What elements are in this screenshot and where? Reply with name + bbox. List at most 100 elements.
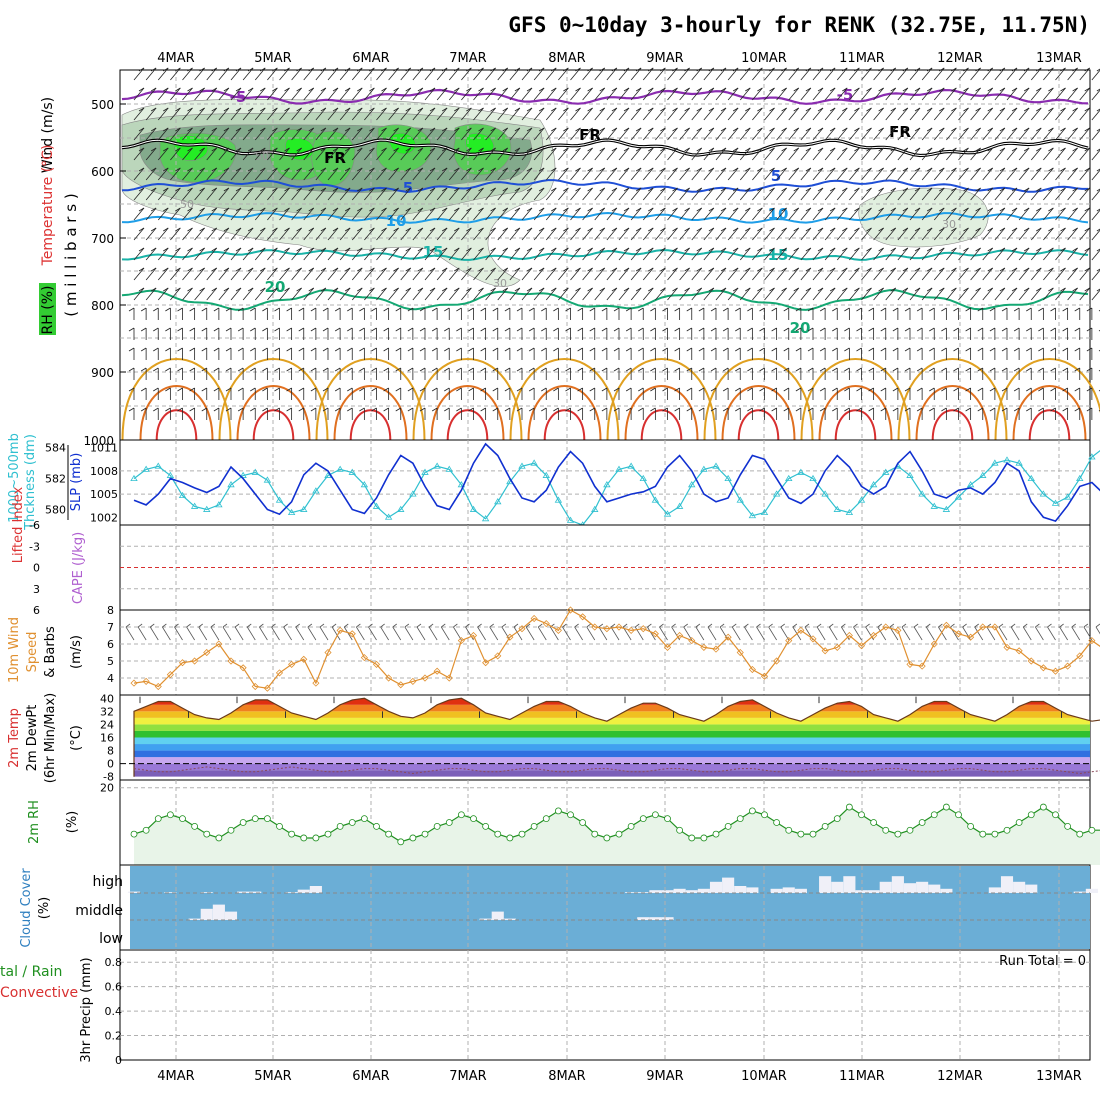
wind-barb-flag [975, 207, 981, 212]
wind-barb-flag [395, 387, 401, 392]
cloud-high-bar [916, 881, 929, 893]
bottom-date-label: 11MAR [839, 1069, 885, 1084]
wind-barb-flag [1001, 347, 1008, 352]
wind-barb [909, 267, 921, 281]
cloud-middle-bar [188, 918, 201, 920]
wind10-point [251, 682, 259, 691]
wind-barb-flag [514, 147, 521, 152]
wind-barb [170, 127, 181, 141]
wind-barb [873, 147, 884, 161]
cloud-high-bar [782, 887, 795, 893]
wind-barb [230, 227, 242, 241]
wind-barb-flag [795, 347, 802, 352]
wind-barb-flag [575, 287, 581, 292]
rh2m-unit: (%) [65, 811, 80, 834]
wind-barb-flag [575, 227, 581, 232]
wind-barb-flag [613, 407, 620, 412]
wind-barb-flag [1050, 367, 1056, 372]
warm-contour [721, 385, 796, 441]
wind-barb [606, 227, 618, 241]
wind-barb-flag [613, 347, 620, 352]
wind-barb-flag [441, 187, 448, 192]
wind-barb-flag [526, 127, 533, 132]
wind-barb-flag [502, 107, 508, 112]
wind-barb [364, 167, 375, 181]
wind-barb-flag [684, 207, 690, 212]
wind-barb [618, 207, 630, 221]
wind-barb [182, 127, 193, 141]
wind-barb [618, 227, 630, 241]
thickness-point [882, 468, 890, 475]
wind-barb-flag [1048, 247, 1054, 252]
wind-barb [473, 187, 484, 201]
wind-barb [424, 207, 436, 221]
wind-barb-flag [819, 307, 826, 312]
wind-barb [582, 207, 593, 221]
wind-barb-flag [759, 407, 765, 412]
wind-barb-flag [250, 307, 256, 312]
wind-barb-flag [599, 187, 605, 192]
wind-barb-flag [478, 107, 484, 112]
wind10-barb-flag [1083, 623, 1089, 628]
thickness-point [845, 508, 854, 516]
wind-barb-flag [262, 327, 268, 332]
wind-barb-flag [563, 267, 569, 272]
wind-barb [1043, 147, 1054, 161]
wind-barb-flag [892, 407, 899, 412]
wind-barb [545, 247, 557, 261]
wind-barb [485, 107, 496, 121]
wind-barb [1067, 87, 1078, 101]
rh2m-point [179, 815, 186, 823]
wind-barb-flag [1050, 307, 1056, 312]
wind-barb-flag [1060, 107, 1066, 112]
wind-barb [885, 247, 897, 261]
wind-barb-flag [320, 187, 327, 192]
rh2m-point [1015, 819, 1023, 826]
wind-barb [836, 167, 848, 181]
wind-barb [921, 87, 933, 101]
wind10-barb [780, 626, 790, 641]
wind-barb [509, 167, 521, 181]
wind-barb-flag [805, 107, 812, 112]
wind-barb [764, 147, 775, 161]
wind10-barb [1035, 626, 1044, 641]
wind-barb [1067, 147, 1078, 161]
wind-barb-flag [611, 267, 618, 272]
wind-barb-flag [708, 67, 715, 72]
wind-barb-flag [638, 367, 644, 372]
wind-barb-flag [880, 407, 886, 412]
wind-barb-flag [951, 127, 957, 132]
wind-barb-flag [722, 387, 729, 392]
wind-barb-flag [514, 207, 521, 212]
wind-barb [1091, 229, 1100, 241]
wind-barb-flag [1060, 267, 1066, 272]
wind-barb-flag [904, 347, 911, 352]
wind-barb [1018, 67, 1030, 81]
wind-barb-flag [939, 147, 945, 152]
wind-barb [606, 187, 618, 201]
wind10-barb-flag [356, 623, 361, 628]
slp-tick: 1008 [90, 465, 118, 478]
wind-barb-flag [745, 207, 751, 212]
wind-barb-flag [490, 167, 496, 172]
wind10-barb [550, 626, 559, 641]
wind-barb-flag [480, 307, 486, 312]
cloud-high-bar [237, 891, 250, 893]
wind-barb-flag [393, 247, 399, 252]
wind-barb-flag [177, 307, 183, 312]
wind-barb [667, 87, 678, 101]
wind-barb-flag [456, 387, 462, 392]
wind10-point [215, 640, 223, 648]
wind-barb-flag [454, 87, 460, 92]
wind-barb-flag [187, 167, 193, 172]
wind-barb-flag [696, 207, 702, 212]
wind-barb [218, 167, 230, 181]
wind-barb [946, 147, 957, 161]
wind-barb-flag [611, 107, 618, 112]
wind-barb-flag [357, 87, 363, 92]
wind-barb-flag [951, 167, 957, 172]
wind10-point [736, 648, 744, 657]
wind-barb-flag [260, 127, 266, 132]
bottom-date-label: 12MAR [937, 1069, 983, 1084]
wind-barb-flag [189, 387, 195, 392]
